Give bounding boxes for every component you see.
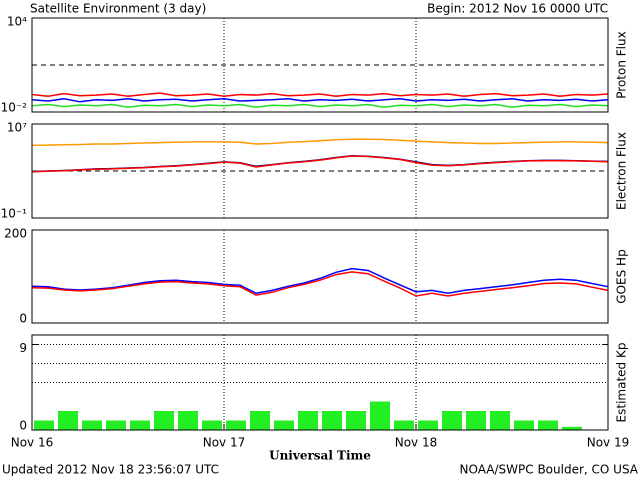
credit-label: NOAA/SWPC Boulder, CO USA bbox=[460, 463, 639, 477]
plot-frame bbox=[31, 123, 609, 219]
bar bbox=[490, 411, 510, 430]
series-line bbox=[31, 267, 609, 294]
bar bbox=[130, 420, 150, 430]
bar bbox=[394, 420, 414, 430]
bar bbox=[538, 420, 558, 430]
bar bbox=[106, 420, 126, 430]
bar bbox=[442, 411, 462, 430]
series-line bbox=[31, 92, 609, 98]
bar bbox=[418, 420, 438, 430]
bar bbox=[466, 411, 486, 430]
y-axis-label: Electron Flux bbox=[615, 132, 629, 210]
bar bbox=[250, 411, 270, 430]
bar bbox=[82, 420, 102, 430]
bar bbox=[370, 401, 390, 430]
chart-title: Satellite Environment (3 day) bbox=[30, 2, 206, 16]
series-line bbox=[31, 103, 609, 109]
y-tick-label: 10⁻² bbox=[1, 101, 28, 115]
bar bbox=[226, 420, 246, 430]
bar bbox=[274, 420, 294, 430]
y-axis-label: Proton Flux bbox=[615, 31, 629, 98]
bar bbox=[514, 420, 534, 430]
bar bbox=[346, 411, 366, 430]
bar bbox=[178, 411, 198, 430]
bar bbox=[298, 411, 318, 430]
plot-frame bbox=[31, 17, 609, 113]
bar bbox=[34, 420, 54, 430]
plot-frame bbox=[31, 229, 609, 324]
y-tick-label: 9 bbox=[19, 341, 27, 355]
y-tick-label: 0 bbox=[19, 312, 27, 326]
bar bbox=[562, 426, 582, 430]
x-tick-label: Nov 19 bbox=[587, 436, 630, 450]
series-line bbox=[31, 138, 609, 147]
bar bbox=[202, 420, 222, 430]
y-axis-label: GOES Hp bbox=[615, 249, 629, 303]
bar bbox=[322, 411, 342, 430]
x-tick-label: Nov 18 bbox=[395, 436, 438, 450]
y-axis-label: Estimated Kp bbox=[615, 343, 629, 423]
bar bbox=[58, 411, 78, 430]
y-tick-label: 0 bbox=[19, 419, 27, 433]
x-tick-label: Nov 16 bbox=[11, 436, 54, 450]
series-line bbox=[31, 98, 609, 103]
begin-label: Begin: 2012 Nov 16 0000 UTC bbox=[427, 2, 608, 16]
updated-label: Updated 2012 Nov 18 23:56:07 UTC bbox=[2, 463, 219, 477]
x-tick-label: Nov 17 bbox=[203, 436, 246, 450]
bar bbox=[154, 411, 174, 430]
y-tick-label: 200 bbox=[4, 227, 27, 241]
plot-frame bbox=[31, 334, 609, 431]
y-tick-label: 10⁴ bbox=[7, 15, 27, 29]
y-tick-label: 10⁷ bbox=[7, 121, 27, 135]
series-line bbox=[31, 271, 609, 297]
series-line bbox=[31, 155, 609, 173]
y-tick-label: 10⁻¹ bbox=[1, 207, 28, 221]
x-axis-label: Universal Time bbox=[269, 449, 371, 463]
